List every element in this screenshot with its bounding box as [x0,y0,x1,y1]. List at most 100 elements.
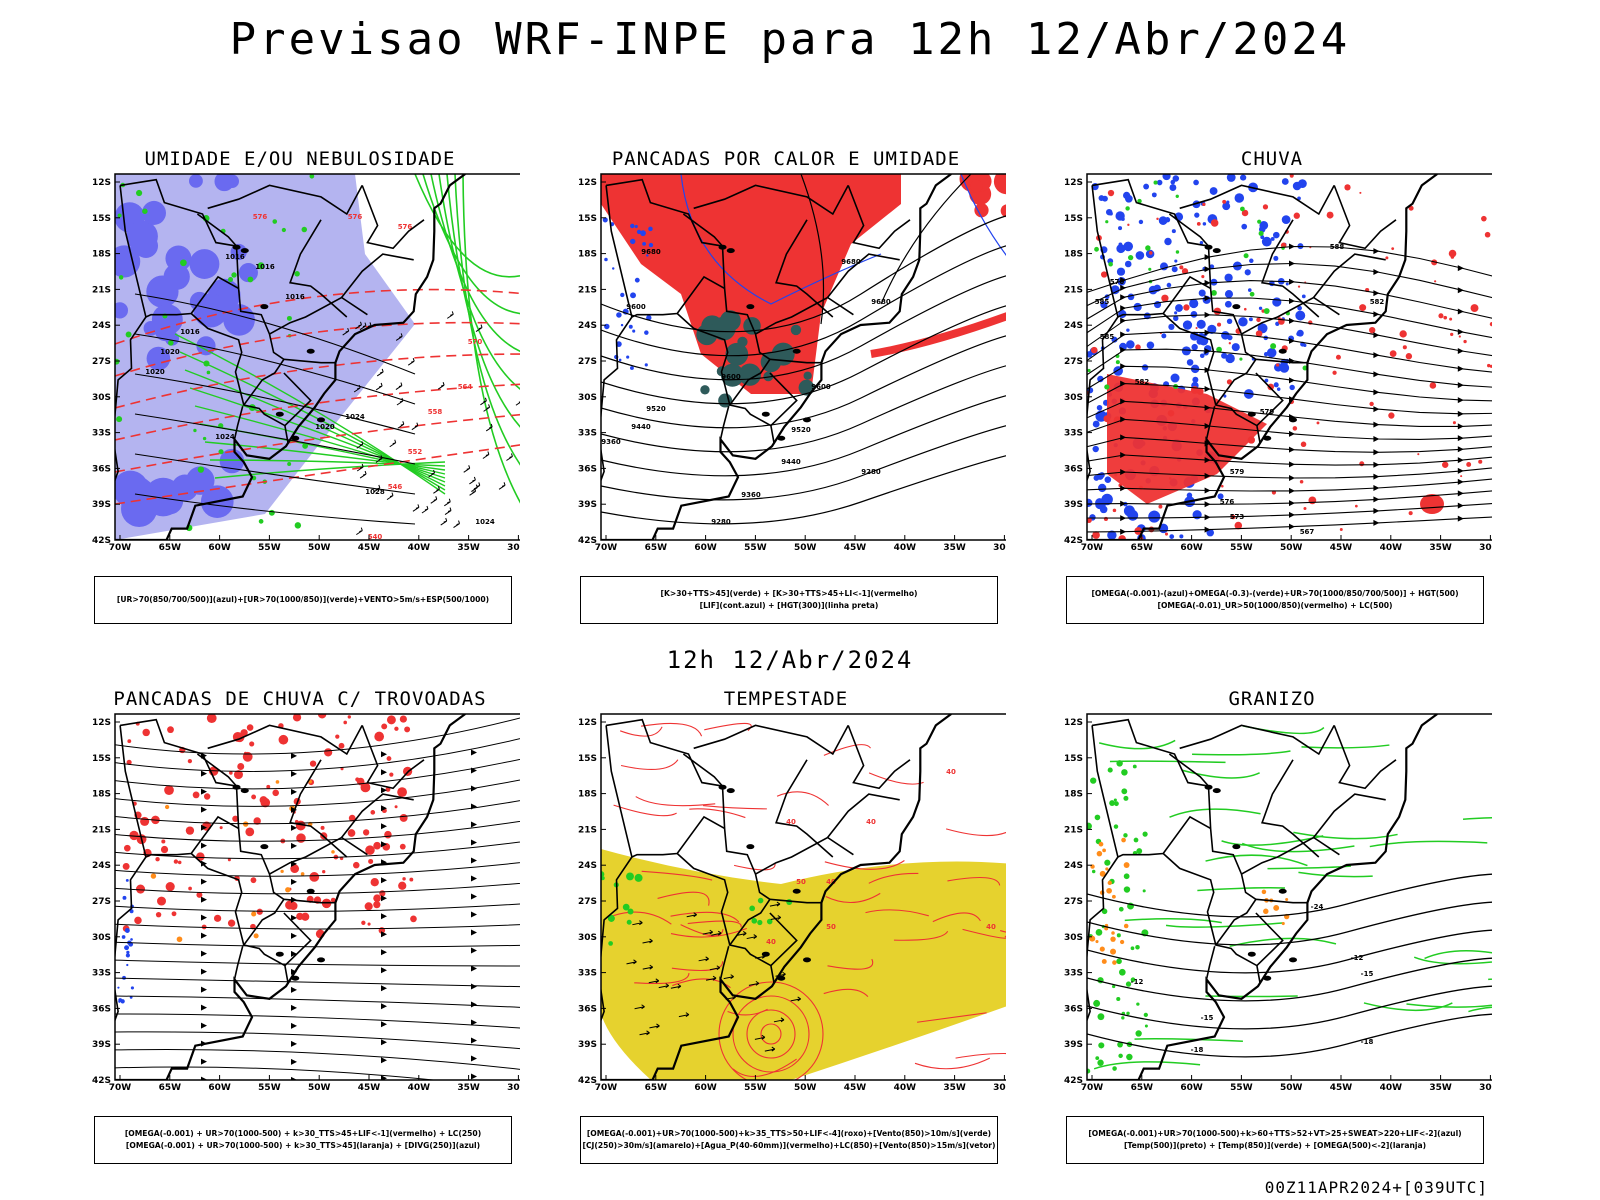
omega-blue [1098,483,1107,493]
map-tempestade: 40 40 40 40 50 50 40 40 12S 15S 18S 21S 24S 27S 30S 33S… [578,713,1006,1093]
hgt-contour [601,335,1006,429]
flow-arrow [1204,422,1211,429]
lake-mark [317,957,325,963]
lake-mark [761,411,770,417]
humidity-core [193,293,228,328]
flow-arrow [1120,416,1127,423]
storm-red [373,901,381,909]
omega-blue [1259,221,1269,230]
storm-red [285,900,295,910]
lake-mark [240,788,249,794]
contour-label: 9680 [871,298,891,306]
contour-label: -12 [1351,954,1364,962]
flow-arrow [471,857,477,864]
omega-blue [1301,294,1306,299]
water-contour [824,860,905,870]
omega-green [1125,206,1130,211]
flow-arrow [381,1039,387,1046]
humidity-core [115,302,129,319]
flow-arrow [1120,331,1127,338]
lat-label: 30S [92,933,111,943]
flow-arrow [381,967,387,974]
lat-label: 27S [578,897,597,907]
lif-contour [628,324,633,329]
flow-arrow [1120,277,1127,284]
lake-mark [275,411,284,417]
border [693,724,849,756]
wind-vector [444,498,451,507]
flow-arrow [381,787,387,794]
map-layer: 40 40 40 40 50 50 40 40 [601,714,1006,1080]
omega-blue [1273,382,1279,388]
green-speck [258,518,264,524]
rain-red [1458,335,1461,338]
rain-red [1449,317,1453,321]
flow-arrow [1289,487,1295,494]
lake-mark [1232,844,1241,850]
flow-arrow [471,947,477,954]
lat-label: 33S [578,969,597,979]
wind-green [601,871,605,878]
contour-label: 552 [408,448,423,456]
lake-mark [1278,888,1287,894]
omega-blue [1249,258,1254,264]
lat-label: 39S [92,1040,111,1050]
lon-label: 60W [208,1083,231,1093]
wind-vector [359,322,367,331]
temp850-contour [1424,950,1492,960]
green-speck [197,466,205,473]
storm-red [140,816,150,826]
lif-contour [604,323,610,330]
flow-arrow [471,821,477,828]
teal-area [711,316,736,341]
wind-green [626,872,634,881]
omega-orange [1285,898,1289,902]
panel-legend: [K>30+TTS>45](verde) + [K>30+TTS>45+LI<-… [580,576,998,624]
storm-orange [300,872,305,876]
lon-label: 55W [1230,543,1253,553]
flow-arrow [1373,352,1380,359]
flow-arrow [1289,337,1295,344]
border [119,185,239,319]
storm-red [296,833,306,843]
omega-blue [1179,534,1184,539]
contour-label: 40 [786,818,796,826]
lat-label: 30S [92,393,111,403]
map-frame [1086,173,1492,541]
panel-legend: [UR>70(850/700/500)](azul)+[UR>70(1000/8… [94,576,512,624]
border [775,759,834,858]
water-contour [868,872,919,884]
lif-contour [646,315,652,321]
green-speck [168,340,174,346]
panel-granizo: GRANIZO -12 -12 -15 -15 -18 -18 -24 12S 15S 18S 21… [1052,688,1492,1168]
flow-arrow [1204,457,1211,464]
storm-red [386,715,396,725]
border [233,945,244,980]
rain-red [1092,531,1100,539]
contour-label: 1024 [345,413,365,421]
temp850-contour [1107,767,1113,773]
omega-blue [1272,297,1282,307]
wind-vector [483,404,491,412]
flow-arrow [201,932,207,939]
flow-arrow [471,965,477,972]
flow-arrow [1457,478,1464,485]
rain-red [1161,294,1169,302]
humidity-green-contour [194,405,446,479]
wind-vector [632,920,643,926]
lake-mark [275,951,284,957]
temp850-contour [1123,886,1131,893]
rain-red [1470,304,1479,313]
omega-green [1175,250,1180,254]
flow-arrow [201,1076,207,1080]
omega-orange [1281,921,1285,926]
lat-label: 27S [1064,357,1083,367]
lat-label: 36S [1064,1004,1083,1014]
wind-vector [440,517,448,526]
shower-area [970,179,983,193]
lat-label: 15S [578,214,597,224]
pressure-contour [134,493,416,525]
humidity-green-contour [454,174,520,466]
rain-red [1405,353,1413,360]
temp850-contour [1109,760,1226,764]
